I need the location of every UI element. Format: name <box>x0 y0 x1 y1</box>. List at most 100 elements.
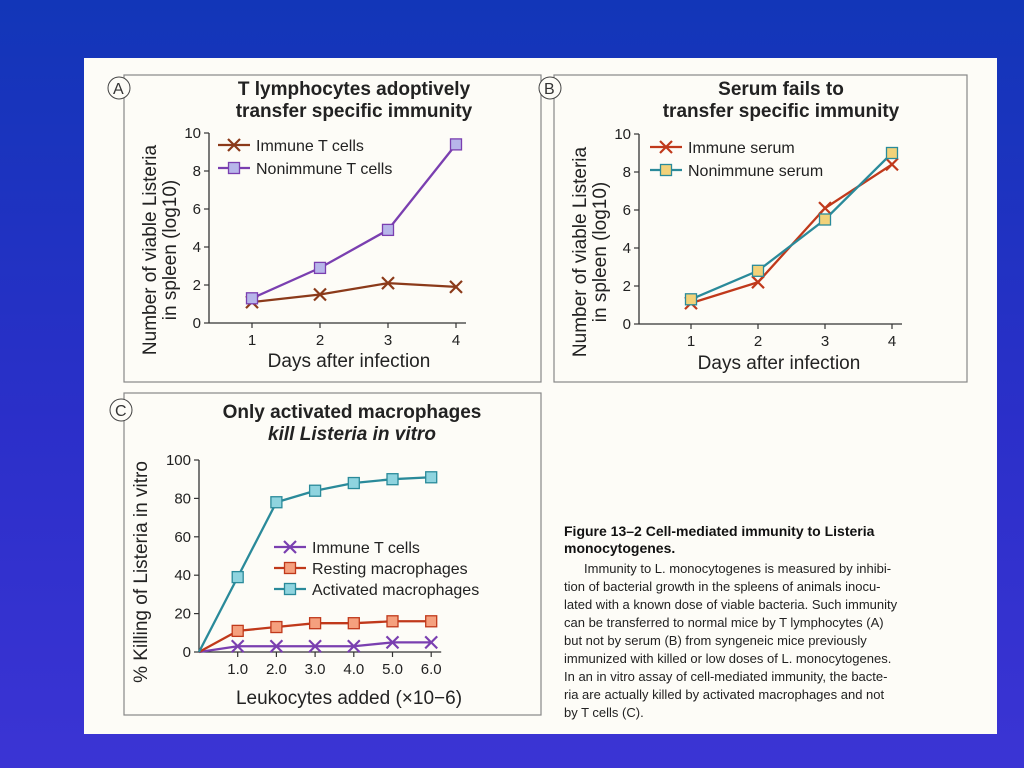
panel-c-ytick-label: 80 <box>174 490 191 507</box>
panel-a-legend-marker-0 <box>227 138 241 152</box>
panel-a-ytick-label: 4 <box>193 239 201 256</box>
panel-c-title-line1: Only activated macrophages <box>223 402 482 423</box>
panel-a-series-1-point-square <box>245 292 259 305</box>
panel-c-series-1-point-square <box>347 617 360 630</box>
panel-c-series-0-point <box>424 635 438 650</box>
panel-c-series-1-point-square <box>231 624 244 638</box>
panel-b-legend-marker-0-stroke2 <box>659 140 673 154</box>
panel-c-xtick-label: 5.0 <box>382 661 403 678</box>
panel-b-legend-marker-0 <box>659 140 673 154</box>
panel-a-title-line1: T lymphocytes adoptively <box>238 79 471 100</box>
panel-b-series-1-point <box>885 146 899 160</box>
panel-c-ytick-label: 100 <box>166 452 191 469</box>
panel-c-series-2-point <box>270 496 283 509</box>
panel-a-xtick-label: 3 <box>384 332 392 349</box>
figure-caption: Figure 13–2 Cell-mediated immunity to Li… <box>564 523 898 720</box>
panel-b-legend-marker-1 <box>659 163 673 177</box>
svg-text:B: B <box>544 81 555 98</box>
panel-c-legend-marker-1 <box>283 561 297 575</box>
panel-a-legend-label-1: Nonimmune T cells <box>256 161 392 178</box>
panel-a-series-0-point-stroke2 <box>313 287 327 302</box>
panel-c-ytick-label: 20 <box>174 606 191 623</box>
panel-b-ytick-label: 6 <box>623 202 631 219</box>
panel-c-series-0-point-stroke2 <box>308 639 322 654</box>
panel-a-series-1-point <box>313 261 327 275</box>
panel-c-series-1-point-square <box>386 615 399 628</box>
panel-c-legend-marker-1-square <box>283 561 297 575</box>
panel-a-ylabel-line2: in spleen (log10) <box>160 180 181 320</box>
panel-b-series-0-point <box>751 275 765 289</box>
panel-a-ytick-label: 10 <box>184 125 201 142</box>
caption-line-7: In an in vitro assay of cell-mediated im… <box>564 669 887 684</box>
panel-a-ytick-label: 0 <box>193 315 201 332</box>
panel-c-legend-label-2: Activated macrophages <box>312 582 479 599</box>
caption-title-line2: monocytogenes. <box>564 540 675 556</box>
panel-c-series-1-point <box>425 615 438 628</box>
panel-b-ylabel: Number of viable Listeria in spleen (log… <box>570 146 611 357</box>
panel-c-xlabel: Leukocytes added (×10−6) <box>236 688 462 709</box>
panel-a-xtick-label: 4 <box>452 332 460 349</box>
panel-b-series-1-point-square <box>818 213 832 226</box>
panel-b-ytick-label: 8 <box>623 164 631 181</box>
panel-c-frame <box>123 392 542 716</box>
caption-line-8: ria are actually killed by activated mac… <box>564 687 885 702</box>
figure-page: A B C T lymphocytes adoptively transfer … <box>84 58 997 734</box>
panel-c-series-2-point-square <box>270 496 283 509</box>
caption-line-1: Immunity to L. monocytogenes is measured… <box>584 561 891 576</box>
panel-a-series-1-point-square <box>381 223 395 237</box>
panel-c-legend-marker-2-square <box>283 582 297 596</box>
panel-b-series-1-point-square <box>885 146 899 160</box>
panel-b-xtick-label: 2 <box>754 333 762 350</box>
panel-a-ylabel: Number of viable Listeria in spleen (log… <box>140 144 181 355</box>
panel-c-series-0-point <box>269 639 284 654</box>
panel-c-series-2-point-square <box>386 473 399 486</box>
panel-c-xtick-label: 4.0 <box>343 661 364 678</box>
panel-b-legend-marker-1-square <box>659 163 673 177</box>
panel-c-series-0-point-stroke2 <box>269 639 284 654</box>
panel-a-frame <box>123 74 542 383</box>
panel-c-series-0-point <box>385 635 400 650</box>
panel-b-xtick-label: 1 <box>687 333 695 350</box>
panel-b-title-line1: Serum fails to <box>718 79 844 100</box>
panel-a-legend-label-0: Immune T cells <box>256 138 364 155</box>
panel-c-legend-label-1: Resting macrophages <box>312 561 468 578</box>
caption-line-9: by T cells (C). <box>564 705 644 720</box>
panel-c-series-1-point <box>231 624 244 638</box>
caption-line-6: immunized with killed or low doses of L.… <box>564 651 891 666</box>
panel-b-ylabel-line2: in spleen (log10) <box>590 182 611 322</box>
panel-c-series-0-point <box>308 639 322 654</box>
panel-c-series-0-point-stroke2 <box>230 639 245 654</box>
panel-a-series-0-point-stroke2 <box>381 276 395 290</box>
panel-a-series-1-point <box>449 138 463 151</box>
panel-c-ytick-label: 60 <box>174 529 191 546</box>
panel-b-series-0-point-stroke2 <box>818 201 832 215</box>
panel-c-ytick-label: 0 <box>183 644 191 661</box>
panel-b-xlabel: Days after infection <box>698 353 861 374</box>
panel-b-series-1-point-square <box>684 293 698 306</box>
panel-b-frame <box>553 74 968 383</box>
svg-text:C: C <box>115 403 127 420</box>
panel-a-legend-marker-1 <box>227 161 241 175</box>
panel-a-series-0-point-stroke2 <box>449 280 463 294</box>
panel-a-series-0-line <box>251 281 457 304</box>
panel-a-series-0-point <box>449 280 463 294</box>
panel-b-series-0-point-stroke2 <box>885 157 899 172</box>
panel-b-series-1-point <box>818 213 832 226</box>
panel-c-series-2-point-square <box>231 570 244 584</box>
panel-c-xtick-label: 1.0 <box>227 661 248 678</box>
panel-c-legend-marker-2 <box>283 582 297 596</box>
panel-c-series-0-point-stroke2 <box>385 635 400 650</box>
panel-a-series-0-point <box>313 287 327 302</box>
caption-line-3: lated with a known dose of viable bacter… <box>564 597 898 612</box>
caption-line-5: but not by serum (B) from syngeneic mice… <box>564 633 867 648</box>
svg-text:A: A <box>113 81 124 98</box>
panel-c-ylabel: % Killing of Listeria in vitro <box>131 461 152 683</box>
panel-a-badge: A <box>107 76 131 100</box>
panel-a-series-1-line <box>251 143 457 300</box>
caption-title-line1: Figure 13–2 Cell-mediated immunity to Li… <box>564 523 875 539</box>
panel-c-series-2-point <box>386 473 399 486</box>
panel-a-legend-marker-1-square <box>227 161 241 175</box>
panel-c-series-2-point <box>231 570 244 584</box>
panel-b-ytick-label: 10 <box>614 126 631 143</box>
